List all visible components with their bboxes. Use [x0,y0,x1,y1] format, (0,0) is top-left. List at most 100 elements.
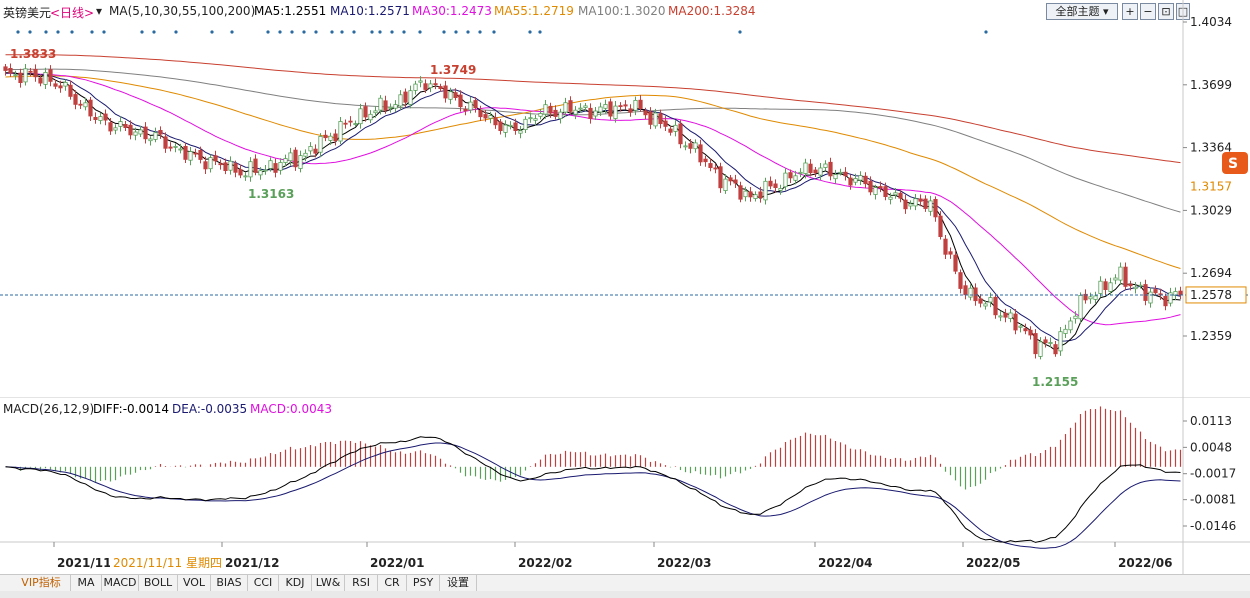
xaxis-label: 2021/11 [57,556,111,570]
price-tick-label: 1.4034 [1190,15,1232,29]
candle-body [563,102,568,113]
candle-body [728,177,733,182]
indicator-tab[interactable]: BOLL [139,575,178,591]
indicator-tab[interactable]: BIAS [211,575,248,591]
candle-body [863,175,868,185]
candle-body [803,162,808,174]
period-selector[interactable]: <日线> [50,6,95,20]
indicator-tab[interactable]: RSI [345,575,378,591]
signal-dot [230,30,234,34]
candle-body [533,118,538,121]
candle-body [898,192,903,199]
candle-body [648,111,653,125]
dropdown-icon[interactable]: ▾ [96,4,103,18]
xaxis-label: 2022/06 [1118,556,1172,570]
xaxis-label: 2022/01 [370,556,424,570]
indicator-tab[interactable]: MACD [102,575,139,591]
candle-body [1033,333,1038,355]
candle-body [98,116,103,121]
indicator-tab[interactable]: CCI [248,575,279,591]
indicator-tab[interactable]: VOL [178,575,211,591]
signal-dot [152,30,156,34]
candle-body [1058,331,1063,352]
sohu-logo-icon [1222,152,1248,174]
candle-body [523,118,528,131]
indicator-tab[interactable]: MA [71,575,102,591]
candle-body [183,145,188,160]
candle-body [143,126,148,140]
candle-body [1048,342,1053,344]
signal-dot [370,30,374,34]
expand-icon[interactable]: ⊡ [1158,3,1174,20]
candle-body [233,163,238,173]
candle-body [438,86,443,89]
candle-body [893,192,898,196]
candle-body [263,169,268,172]
signal-dot [56,30,60,34]
scroll-strip[interactable] [0,591,1250,598]
signal-dot [90,30,94,34]
candle-body [833,174,838,180]
indicator-tab[interactable]: PSY [407,575,440,591]
candle-body [118,121,123,127]
candle-body [518,130,523,134]
candle-body [668,128,673,133]
candle-body [328,135,333,141]
signal-dot [492,30,496,34]
candle-body [43,72,48,85]
candle-body [148,138,153,142]
zoom-out-icon[interactable]: − [1140,3,1156,20]
candle-body [543,104,548,115]
price-tick-label: 1.3364 [1190,141,1232,155]
candle-body [58,85,63,89]
indicator-tab[interactable]: 设置 [440,575,477,591]
candle-body [243,175,248,178]
zoom-in-icon[interactable]: + [1122,3,1138,20]
candle-body [188,151,193,161]
candle-body [1073,315,1078,320]
indicator-tab[interactable]: LW& [312,575,345,591]
signal-dot [28,30,32,34]
candle-body [1013,313,1018,331]
candle-body [623,104,628,107]
candle-body [698,144,703,163]
indicator-tab[interactable]: KDJ [279,575,312,591]
candle-body [933,198,938,218]
candle-body [1063,328,1068,334]
candle-body [788,172,793,179]
candle-body [943,238,948,255]
candle-body [913,198,918,207]
signal-dot [738,30,742,34]
candle-body [688,143,693,149]
ma30-line [5,72,1181,326]
macd-chart[interactable]: MACD(26,12,9)DIFF:-0.0014 DEA:-0.0035 MACD… [0,398,1250,574]
candle-body [873,187,878,195]
ma200-line [5,54,1181,164]
candle-body [473,100,478,108]
candle-body [1133,286,1138,290]
signal-dot [266,30,270,34]
signal-dot [528,30,532,34]
candle-body [403,91,408,103]
candle-body [53,83,58,87]
candle-body [443,85,448,99]
candle-body [958,272,963,289]
candle-body [333,133,338,141]
candle-body [683,145,688,148]
candle-body [248,161,253,178]
indicator-tab[interactable]: CR [378,575,407,591]
candle-body [883,186,888,198]
candle-body [963,285,968,296]
candle-body [848,177,853,186]
candle-body [468,101,473,111]
candle-body [173,145,178,148]
signal-dot [302,30,306,34]
price-chart[interactable]: 1.4034 1.3699 1.3364 1.3029 1.2694 1.2359 1.25… [0,0,1250,398]
dea-line [5,442,1181,549]
signal-dot [290,30,294,34]
candle-body [1083,293,1088,301]
indicator-tab[interactable]: VIP指标 [12,575,71,591]
theme-select-button[interactable]: 全部主题 ▾ [1046,3,1118,20]
candle-body [108,122,113,132]
candle-body [13,74,18,77]
